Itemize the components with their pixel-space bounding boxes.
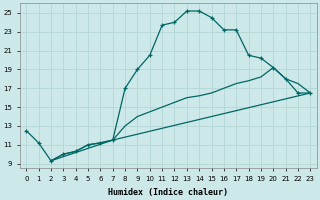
X-axis label: Humidex (Indice chaleur): Humidex (Indice chaleur)	[108, 188, 228, 197]
